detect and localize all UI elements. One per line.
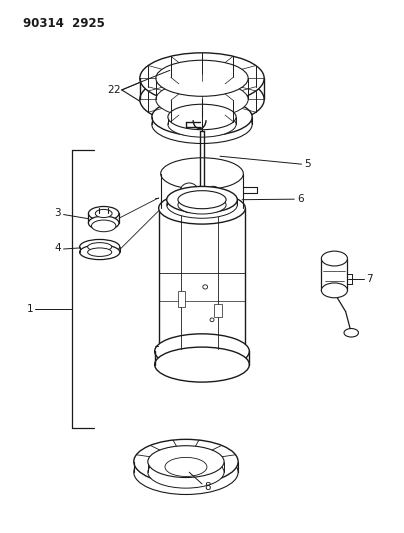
Ellipse shape [206,198,221,211]
Ellipse shape [344,328,358,337]
Text: 7: 7 [366,274,373,284]
Ellipse shape [180,183,198,199]
Text: 4: 4 [54,243,61,253]
Ellipse shape [88,206,119,221]
Ellipse shape [134,450,238,495]
Ellipse shape [134,439,238,484]
Bar [215,304,222,317]
Ellipse shape [80,245,120,260]
Ellipse shape [148,456,224,488]
Ellipse shape [168,104,236,130]
Ellipse shape [206,187,221,199]
Ellipse shape [80,239,120,254]
Text: 1: 1 [27,304,34,314]
Ellipse shape [88,248,112,256]
Text: 3: 3 [54,208,61,219]
Ellipse shape [155,347,249,382]
Ellipse shape [180,197,198,213]
Ellipse shape [178,196,226,214]
Text: 90314  2925: 90314 2925 [23,17,105,30]
Ellipse shape [210,318,214,322]
Ellipse shape [152,98,252,136]
Ellipse shape [155,334,249,369]
Ellipse shape [95,209,112,217]
Text: 5: 5 [304,159,311,169]
Ellipse shape [161,158,243,190]
Ellipse shape [167,187,237,213]
Ellipse shape [167,192,237,218]
Ellipse shape [159,192,245,224]
Ellipse shape [156,82,248,117]
Ellipse shape [88,243,112,251]
Ellipse shape [156,60,248,96]
Ellipse shape [178,191,226,209]
Ellipse shape [321,251,347,266]
Ellipse shape [165,457,207,477]
Ellipse shape [168,112,236,137]
Ellipse shape [148,446,224,478]
Ellipse shape [88,216,119,230]
Bar [177,290,185,306]
Ellipse shape [152,106,252,143]
Ellipse shape [140,74,264,125]
Ellipse shape [203,285,208,289]
Ellipse shape [140,53,264,104]
Ellipse shape [91,220,116,232]
Text: 6: 6 [297,194,304,204]
Ellipse shape [321,283,347,298]
Text: 2: 2 [114,85,120,95]
Text: 2: 2 [107,85,114,95]
Text: 8: 8 [204,481,210,491]
